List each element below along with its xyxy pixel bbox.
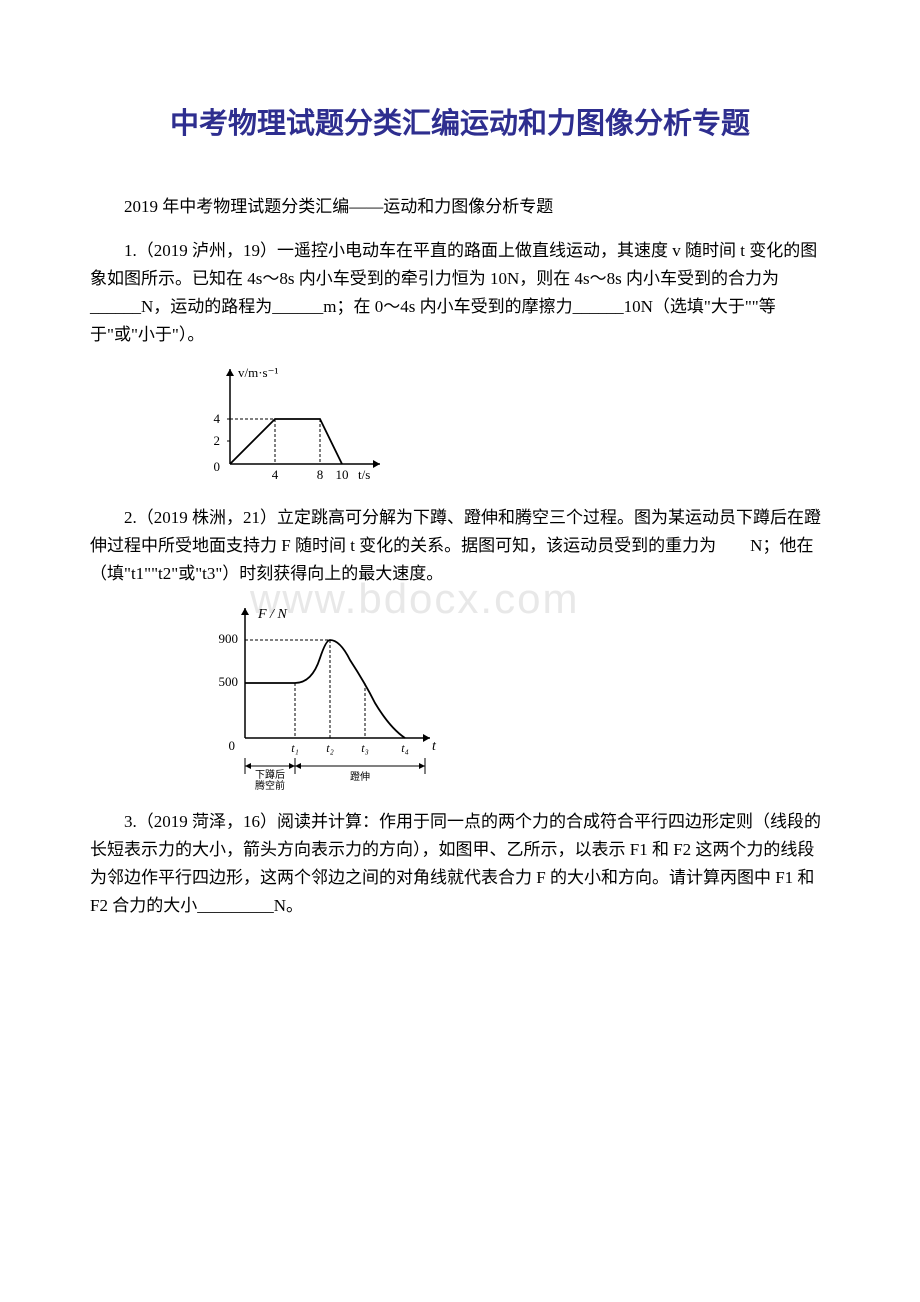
document-subtitle: 2019 年中考物理试题分类汇编——运动和力图像分析专题 xyxy=(90,192,830,217)
question-3-text: 3.（2019 菏泽，16）阅读并计算：作用于同一点的两个力的合成符合平行四边形… xyxy=(90,808,830,920)
svg-text:F / N: F / N xyxy=(257,607,287,622)
svg-text:蹬伸: 蹬伸 xyxy=(350,771,370,783)
question-1-text: 1.（2019 泸州，19）一遥控小电动车在平直的路面上做直线运动，其速度 v … xyxy=(90,237,830,349)
figure-2: 900 500 0 F / N t t₁ t₂ t₃ t₄ xyxy=(200,598,830,798)
svg-text:4: 4 xyxy=(272,467,279,482)
svg-text:t₁: t₁ xyxy=(291,741,299,755)
svg-text:900: 900 xyxy=(219,631,239,646)
svg-text:v/m·s⁻¹: v/m·s⁻¹ xyxy=(238,365,278,380)
svg-text:t₄: t₄ xyxy=(401,741,409,755)
svg-text:腾空前: 腾空前 xyxy=(255,779,285,792)
question-2-text: 2.（2019 株洲，21）立定跳高可分解为下蹲、蹬伸和腾空三个过程。图为某运动… xyxy=(90,504,830,588)
svg-text:t: t xyxy=(432,739,437,754)
svg-text:4: 4 xyxy=(214,411,221,426)
svg-text:下蹲后: 下蹲后 xyxy=(255,768,285,781)
chart-2-svg: 900 500 0 F / N t t₁ t₂ t₃ t₄ xyxy=(200,598,450,793)
svg-text:0: 0 xyxy=(229,738,236,753)
svg-text:2: 2 xyxy=(214,433,221,448)
svg-text:0: 0 xyxy=(214,459,221,474)
document-title: 中考物理试题分类汇编运动和力图像分析专题 xyxy=(90,100,830,142)
svg-text:10: 10 xyxy=(336,467,349,482)
svg-text:500: 500 xyxy=(219,674,239,689)
svg-text:t/s: t/s xyxy=(358,467,370,482)
chart-1-svg: 4 2 0 4 8 10 v/m·s⁻¹ t/s xyxy=(200,359,400,489)
document-content: 中考物理试题分类汇编运动和力图像分析专题 2019 年中考物理试题分类汇编——运… xyxy=(90,100,830,921)
svg-text:t₃: t₃ xyxy=(361,741,369,755)
svg-text:8: 8 xyxy=(317,467,324,482)
figure-1: 4 2 0 4 8 10 v/m·s⁻¹ t/s xyxy=(200,359,830,494)
svg-text:t₂: t₂ xyxy=(326,741,334,755)
